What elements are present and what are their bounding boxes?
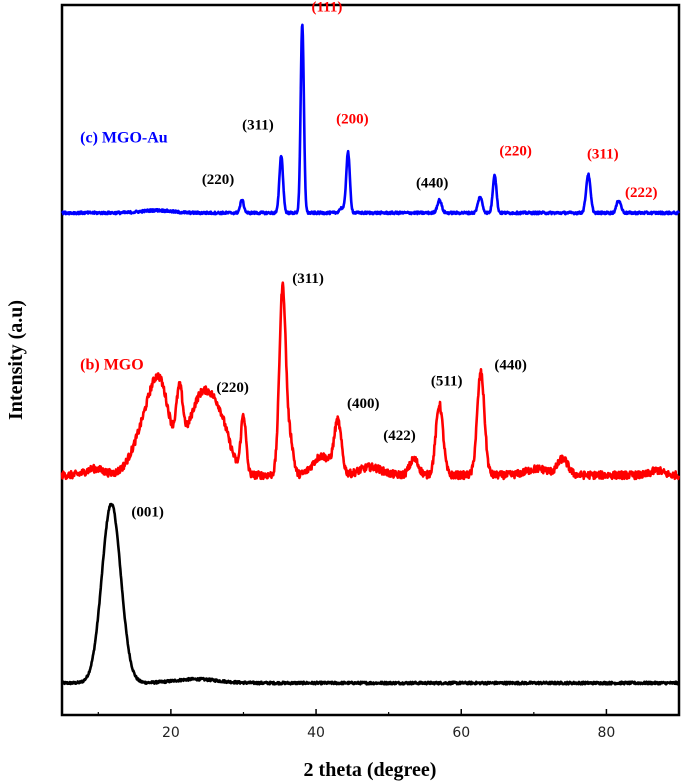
peak-label: (220) — [216, 380, 249, 396]
x-tick-label: 80 — [597, 725, 615, 741]
y-axis-title: Intensity (a.u) — [5, 300, 27, 420]
x-axis-title: 2 theta (degree) — [304, 759, 437, 781]
series-name-label-2: (c) MGO-Au — [80, 130, 168, 147]
x-tick-label: 60 — [452, 725, 470, 741]
peak-label: (001) — [131, 505, 164, 521]
peak-label: (440) — [494, 358, 527, 374]
peak-label: (111) — [312, 0, 343, 15]
series-line-0 — [60, 502, 680, 686]
peak-label: (400) — [347, 396, 380, 412]
peak-label: (440) — [416, 175, 449, 191]
peak-label: (511) — [431, 374, 463, 390]
peak-label: (311) — [242, 118, 274, 134]
series-line-1 — [60, 281, 680, 481]
series-line-2 — [61, 23, 680, 216]
peak-label: (220) — [202, 172, 235, 188]
peak-label: (220) — [499, 143, 532, 159]
peak-label: (222) — [625, 185, 658, 201]
plot-frame — [60, 3, 681, 717]
peak-label: (200) — [336, 111, 369, 127]
peak-label: (422) — [383, 428, 416, 444]
peak-label: (311) — [292, 271, 324, 287]
x-tick-label: 20 — [162, 725, 180, 741]
series-name-label-1: (b) MGO — [80, 357, 144, 374]
peak-label: (311) — [587, 147, 619, 163]
x-tick-label: 40 — [307, 725, 325, 741]
